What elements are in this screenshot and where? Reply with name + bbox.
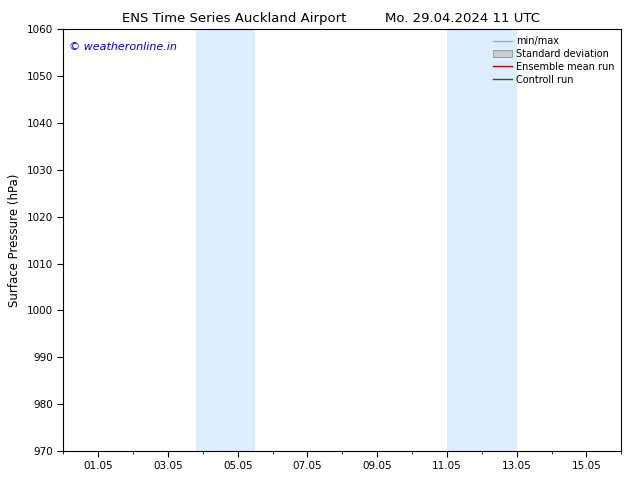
Text: Mo. 29.04.2024 11 UTC: Mo. 29.04.2024 11 UTC <box>385 12 540 25</box>
Text: © weatheronline.in: © weatheronline.in <box>69 42 177 52</box>
Legend: min/max, Standard deviation, Ensemble mean run, Controll run: min/max, Standard deviation, Ensemble me… <box>489 32 618 89</box>
Text: ENS Time Series Auckland Airport: ENS Time Series Auckland Airport <box>122 12 347 25</box>
Y-axis label: Surface Pressure (hPa): Surface Pressure (hPa) <box>8 173 21 307</box>
Bar <box>447 29 517 451</box>
Bar <box>196 29 255 451</box>
